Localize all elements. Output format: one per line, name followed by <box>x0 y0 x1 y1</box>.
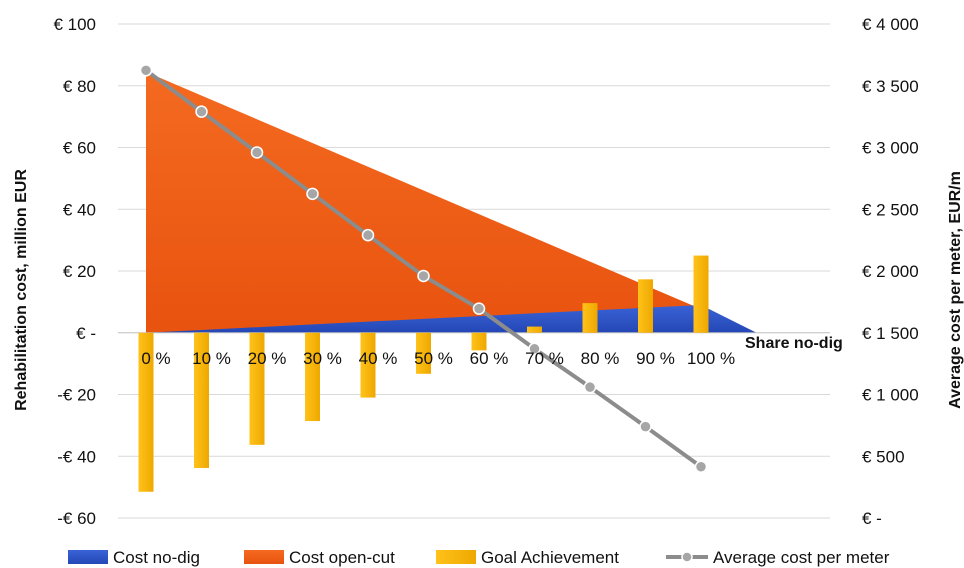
average-cost-point <box>139 64 153 77</box>
category-label: 40 % <box>359 349 398 368</box>
goal-achievement-bar <box>693 255 709 333</box>
average-cost-point <box>583 380 597 394</box>
left-tick-label: € 80 <box>63 77 96 96</box>
average-cost-point <box>361 228 375 242</box>
goal-achievement-bar <box>416 332 431 374</box>
right-tick-label: € 4 000 <box>862 15 919 34</box>
average-cost-point <box>417 269 430 283</box>
goal-achievement-bar <box>582 303 598 333</box>
category-label: 0 % <box>141 349 170 368</box>
right-tick-label: € 2 500 <box>862 200 919 219</box>
average-cost-point <box>250 146 264 159</box>
left-axis-title: Rehabilitation cost, million EUR <box>13 169 30 411</box>
goal-achievement-bars <box>138 255 709 492</box>
category-label: 60 % <box>470 349 509 368</box>
average-cost-point <box>472 302 486 315</box>
goal-achievement-bar <box>527 326 542 333</box>
category-labels: 0 % 10 % 20 % 30 % 40 % 50 % 60 % 70 % 80 % 90 % 1… <box>141 349 735 368</box>
category-label: 100 % <box>687 349 735 368</box>
category-label: 10 % <box>192 349 231 368</box>
goal-achievement-bar <box>471 332 487 351</box>
average-cost-point <box>528 342 541 356</box>
right-tick-label: € 2 000 <box>862 262 919 281</box>
right-tick-label: € 3 500 <box>862 77 919 96</box>
category-label: 70 % <box>525 349 564 368</box>
category-label: 80 % <box>581 349 620 368</box>
right-tick-label: € - <box>862 509 882 528</box>
area-cost-no-dig <box>146 304 757 333</box>
legend-swatch <box>244 550 284 564</box>
right-tick-label: € 1 000 <box>862 386 919 405</box>
area-series <box>118 71 830 334</box>
left-tick-label: -€ 60 <box>57 509 96 528</box>
right-axis-title: Average cost per meter, EUR/m <box>947 171 964 409</box>
x-axis-title: Share no-dig <box>745 335 843 352</box>
left-tick-label: € 100 <box>53 15 96 34</box>
legend: Cost no-dig Cost open-cut Goal Achievement… <box>68 548 890 567</box>
area-cost-open-cut <box>146 71 757 333</box>
category-label: 90 % <box>636 349 675 368</box>
legend-label: Cost no-dig <box>113 548 200 567</box>
legend-marker <box>681 551 693 563</box>
legend-swatch <box>68 550 108 564</box>
left-tick-label: -€ 40 <box>57 447 96 466</box>
legend-swatch <box>436 550 476 564</box>
goal-achievement-bar <box>249 332 265 445</box>
average-cost-point <box>694 460 708 473</box>
right-tick-label: € 1 500 <box>862 324 919 343</box>
goal-achievement-bar <box>305 332 320 422</box>
category-label: 50 % <box>414 349 453 368</box>
left-tick-label: € 60 <box>63 139 96 158</box>
left-tick-label: -€ 20 <box>57 386 96 405</box>
legend-label: Cost open-cut <box>289 548 395 567</box>
goal-achievement-bar <box>194 332 209 468</box>
goal-achievement-bar <box>360 332 376 398</box>
category-label: 20 % <box>248 349 287 368</box>
right-tick-label: € 3 000 <box>862 139 919 158</box>
category-label: 30 % <box>303 349 342 368</box>
right-axis-ticks: € - € 500 € 1 000 € 1 500 € 2 000 € 2 500 € 3 … <box>862 15 919 528</box>
right-tick-label: € 500 <box>862 447 905 466</box>
left-tick-label: € - <box>76 324 96 343</box>
average-cost-point <box>306 187 319 201</box>
left-axis-ticks: -€ 60 -€ 40 -€ 20 € - € 20 € 40 € 60 € 80 € 100 <box>53 15 96 528</box>
average-cost-point <box>195 105 208 118</box>
legend-label: Goal Achievement <box>481 548 619 567</box>
average-cost-line <box>139 64 708 473</box>
legend-label: Average cost per meter <box>713 548 890 567</box>
goal-achievement-bar <box>138 332 154 492</box>
average-cost-point <box>639 420 652 433</box>
left-tick-label: € 20 <box>63 262 96 281</box>
goal-achievement-bar <box>638 279 653 333</box>
left-tick-label: € 40 <box>63 200 96 219</box>
